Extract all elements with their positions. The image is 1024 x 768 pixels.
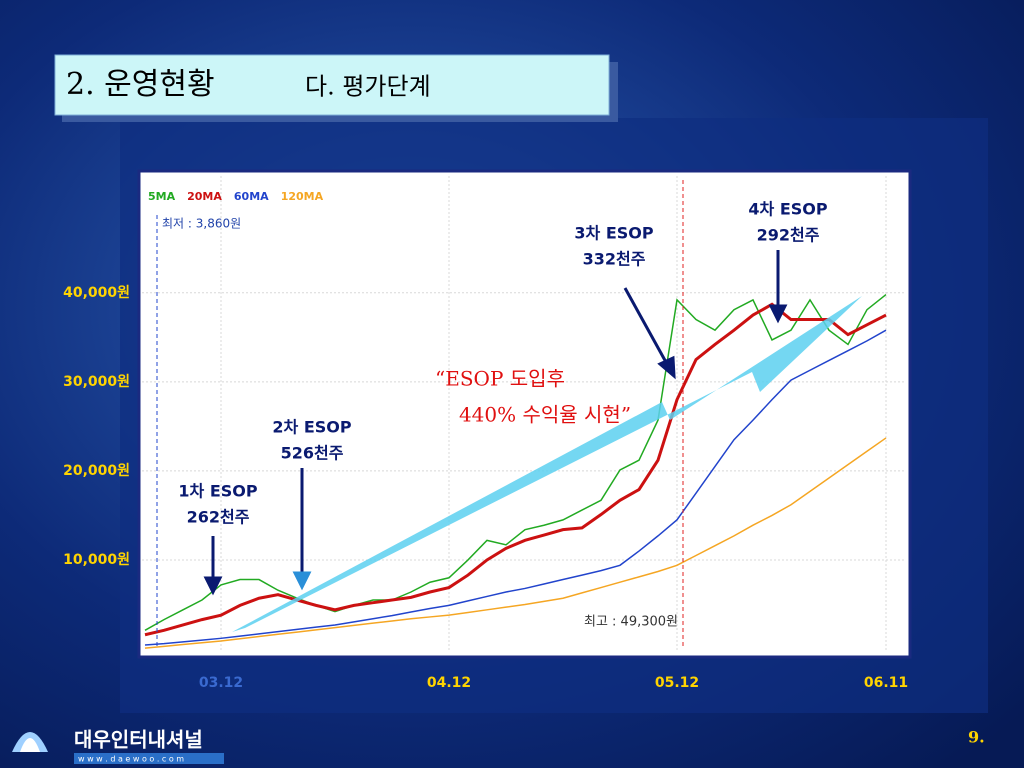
y-tick-label: 30,000원 [63,374,130,390]
legend-entry: 5MA [148,190,176,203]
x-tick-label: 06.11 [864,675,908,691]
series-line [144,329,887,646]
esop-label: 2차 ESOP [272,418,351,437]
title-box [54,54,610,116]
callout: “ESOP 도입후 [435,367,565,391]
esop-label: 292천주 [757,226,820,245]
chart-frame [137,169,912,659]
logo-icon [12,732,48,752]
series-line [144,437,887,649]
section-title: 2. 운영현황 [66,67,215,102]
trend-arrow [232,296,862,632]
series-line [144,302,887,637]
x-tick-label: 03.12 [199,675,243,691]
max-label: 최고 : 49,300원 [584,615,678,630]
esop-label: 1차 ESOP [178,482,257,501]
x-tick-label: 05.12 [655,675,699,691]
esop-label: 262천주 [187,508,250,527]
subsection-title: 다. 평가단계 [305,73,431,101]
esop-label: 526천주 [281,444,344,463]
esop-label: 3차 ESOP [574,224,653,243]
legend-entry: 60MA [234,190,269,203]
callout: 440% 수익율 시현” [459,403,631,427]
page-number: 9. [968,728,985,747]
legend-entry: 120MA [281,190,324,203]
logo-text: 대우인터내셔널 [74,728,203,752]
x-tick-label: 04.12 [427,675,471,691]
logo-url: w w w . d a e w o o . c o m [78,755,184,764]
min-label: 최저 : 3,860원 [162,217,241,231]
y-tick-label: 10,000원 [63,552,130,568]
logo-bar [74,753,224,764]
esop-arrows [203,250,788,596]
esop-label: 4차 ESOP [748,200,827,219]
legend-entry: 20MA [187,190,222,203]
y-tick-label: 40,000원 [63,285,130,301]
esop-label: 332천주 [583,250,646,269]
series-line [144,293,887,631]
y-tick-label: 20,000원 [63,463,130,479]
